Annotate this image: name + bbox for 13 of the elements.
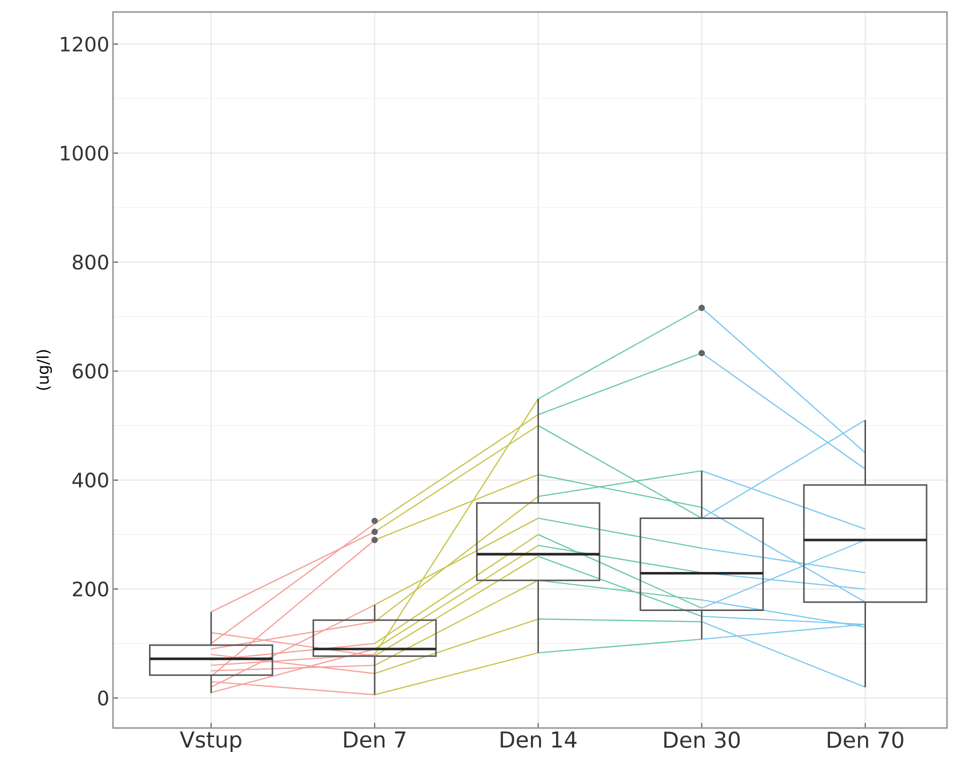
- x-tick-label: Vstup: [180, 732, 242, 752]
- x-tick-label: Den 30: [664, 732, 740, 748]
- x-tick-label: Den 7: [344, 732, 406, 748]
- x-tick-label: Den 70: [828, 732, 904, 748]
- y-tick-label: 1000: [60, 146, 108, 161]
- y-tick-label: 200: [72, 582, 108, 597]
- y-axis-title: (ug/l): [36, 350, 52, 390]
- y-tick-label: 600: [72, 364, 108, 379]
- y-tick-label: 1200: [60, 36, 108, 52]
- y-tick-label: 0: [98, 690, 108, 706]
- y-tick-label: 400: [72, 472, 108, 488]
- y-tick-label: 800: [72, 254, 108, 270]
- x-tick-label: Den 14: [500, 732, 576, 748]
